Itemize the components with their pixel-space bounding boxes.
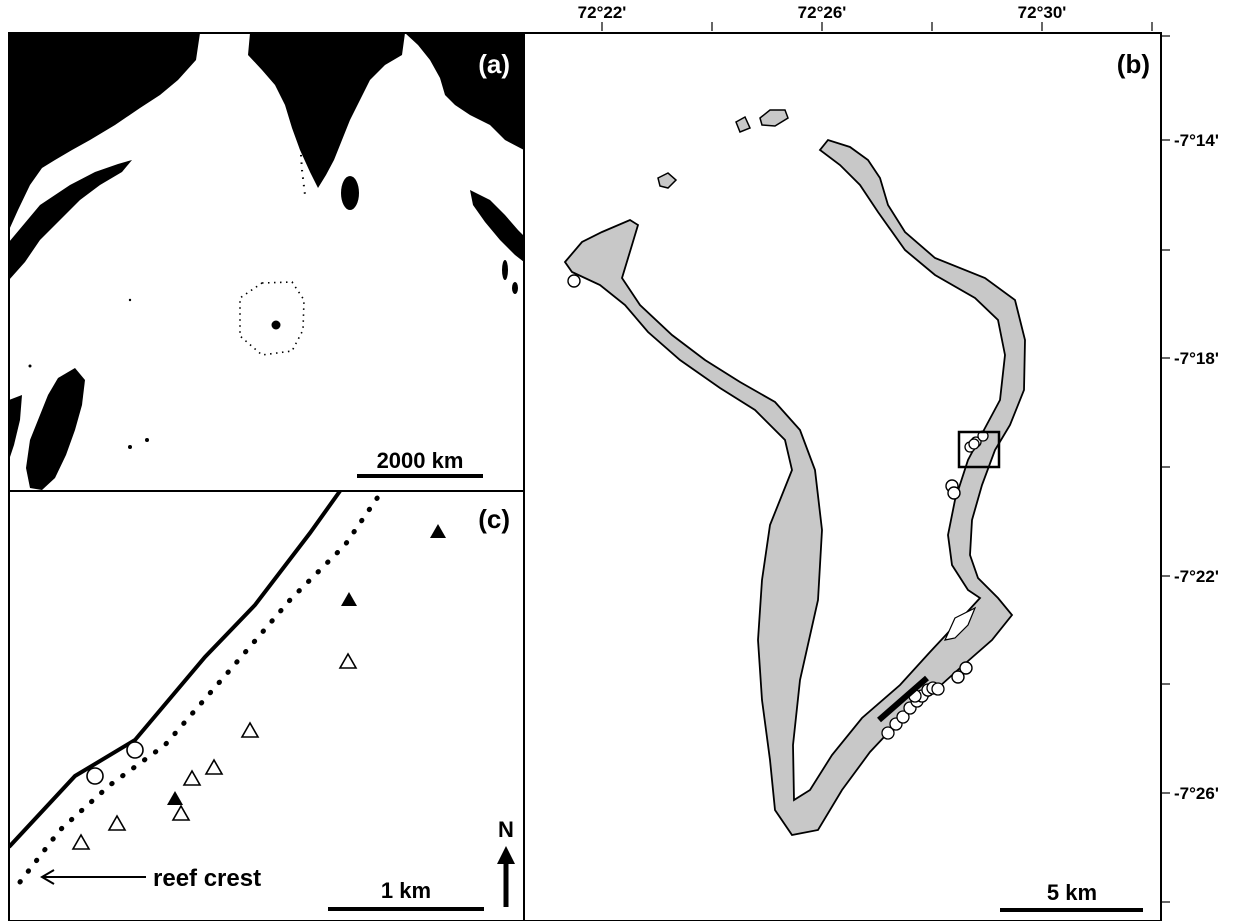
sri-lanka-island (341, 176, 359, 210)
scale-bar-c-label: 1 km (381, 878, 431, 903)
transect-line (877, 675, 929, 723)
site-open-circle (959, 661, 973, 675)
open-triangles (71, 652, 358, 850)
site-filled-triangle (167, 791, 183, 805)
reef-crest-arrow-head (40, 869, 55, 885)
island-small (145, 438, 149, 442)
site-open-circle (86, 767, 104, 785)
island-east (502, 260, 508, 280)
site-open-circle (947, 486, 961, 500)
lon-label: 72°26' (798, 3, 847, 22)
site-filled-triangle (341, 592, 357, 606)
box-sites (964, 430, 989, 453)
site-open-triangle (107, 814, 127, 831)
lat-label: -7°14' (1174, 131, 1219, 150)
reef-line-solid (9, 491, 342, 849)
north-label: N (498, 817, 514, 842)
islet (735, 115, 752, 133)
lat-ticks (1161, 35, 1170, 903)
site-open-triangle (182, 769, 202, 786)
panel-b: 72°22' 72°26' 72°30' -7°14' -7°18' -7°22… (563, 3, 1219, 912)
sumatra-island (470, 190, 524, 262)
lon-ticks (601, 22, 1153, 31)
island-small (128, 298, 132, 302)
atoll-inner-notch (943, 606, 977, 641)
island-small (128, 445, 132, 449)
site-open-triangle (240, 721, 260, 738)
reef-crest-dotted (17, 491, 385, 885)
site-open-circle (126, 741, 144, 759)
lat-label: -7°22' (1174, 567, 1219, 586)
panel-a-label: (a) (478, 49, 510, 79)
site-open-triangle (71, 833, 91, 850)
site-open-triangle (338, 652, 358, 669)
panel-c-label: (c) (478, 504, 510, 534)
scale-bar-a-label: 2000 km (377, 448, 464, 473)
reef-crest-label: reef crest (153, 865, 261, 892)
transect-sites (881, 681, 945, 740)
panel-a: 2000 km (a) (9, 33, 524, 491)
lon-label: 72°30' (1018, 3, 1067, 22)
panel-c: reef crest 1 km N (c) (9, 491, 515, 911)
lat-label: -7°26' (1174, 784, 1219, 803)
island-small (28, 364, 32, 368)
filled-triangles (167, 524, 446, 805)
panel-b-frame (523, 32, 1162, 921)
maldives-dots (299, 139, 306, 196)
madagascar-island (26, 368, 85, 490)
study-site-marker (271, 320, 281, 330)
panel-c-frame (8, 490, 525, 921)
site-filled-triangle (430, 524, 446, 538)
lat-label: -7°18' (1174, 349, 1219, 368)
panel-b-label: (b) (1117, 49, 1150, 79)
africa-mainland (9, 395, 22, 460)
africa-horn-landmass (9, 160, 132, 280)
atoll-rim (563, 138, 1026, 836)
north-arrow-icon (497, 846, 515, 864)
inset-box (957, 430, 1001, 469)
site-open-triangle (171, 804, 191, 821)
lon-label: 72°22' (578, 3, 627, 22)
site-open-circle (951, 670, 965, 684)
scale-bar-b-label: 5 km (1047, 880, 1097, 905)
india-landmass (248, 33, 405, 188)
islet (759, 109, 789, 127)
island-east (512, 282, 518, 294)
arabia-landmass (9, 33, 200, 230)
eez-boundary (239, 281, 305, 356)
southeast-asia-landmass (405, 33, 524, 150)
site-open-circle (567, 274, 581, 288)
islet (657, 172, 678, 189)
site-open-triangle (204, 758, 224, 775)
